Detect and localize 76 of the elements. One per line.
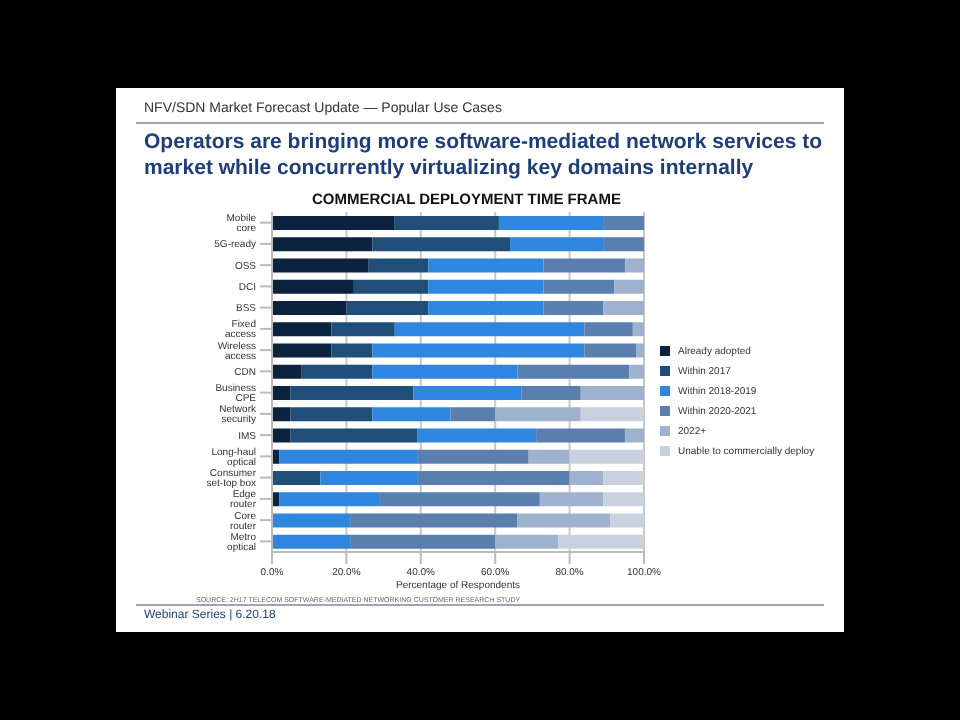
bar xyxy=(629,364,644,379)
bar xyxy=(614,279,644,294)
bar xyxy=(368,258,429,273)
bar xyxy=(603,237,644,252)
bar xyxy=(394,216,499,230)
bar xyxy=(603,471,644,485)
bar xyxy=(272,407,291,422)
bar xyxy=(350,513,518,528)
bar xyxy=(569,449,644,464)
bar xyxy=(272,258,369,273)
bar xyxy=(539,492,604,507)
bar xyxy=(290,386,414,400)
bar xyxy=(353,279,429,294)
bar xyxy=(372,407,451,422)
bar xyxy=(603,492,644,507)
bar xyxy=(569,471,604,485)
bar xyxy=(346,301,429,315)
bar xyxy=(625,258,644,273)
bar xyxy=(450,407,496,422)
bar xyxy=(603,301,644,315)
bar xyxy=(331,343,373,358)
bar xyxy=(584,343,637,358)
bar xyxy=(428,258,544,273)
bar xyxy=(632,322,644,337)
bar xyxy=(558,534,644,549)
bar xyxy=(495,407,581,422)
bar xyxy=(301,364,373,379)
bar xyxy=(279,449,418,464)
bar xyxy=(543,258,626,273)
bar xyxy=(272,534,351,549)
bar xyxy=(350,534,496,549)
bar xyxy=(428,301,544,315)
bar xyxy=(272,216,395,230)
bar xyxy=(495,534,559,549)
bar xyxy=(510,237,604,252)
bar xyxy=(290,428,418,443)
bar xyxy=(417,471,570,485)
bar xyxy=(372,364,518,379)
bar xyxy=(536,428,626,443)
bar xyxy=(272,237,373,252)
bar xyxy=(636,343,644,358)
bar xyxy=(272,364,302,379)
bar xyxy=(331,322,395,337)
bar xyxy=(272,301,347,315)
bar xyxy=(517,513,611,528)
bar xyxy=(610,513,644,528)
bar xyxy=(372,237,511,252)
bar xyxy=(272,279,354,294)
bar xyxy=(413,386,522,400)
bar xyxy=(394,322,585,337)
bar xyxy=(290,407,373,422)
bar xyxy=(521,386,581,400)
bar xyxy=(272,428,291,443)
bar xyxy=(625,428,644,443)
bar xyxy=(428,279,544,294)
bar xyxy=(279,492,380,507)
bar xyxy=(372,343,585,358)
bar xyxy=(543,301,604,315)
bar xyxy=(272,386,291,400)
bar xyxy=(543,279,615,294)
bar xyxy=(580,386,644,400)
bar xyxy=(498,216,604,230)
bar xyxy=(417,449,529,464)
bar xyxy=(272,471,321,485)
bar xyxy=(272,513,351,528)
bar xyxy=(272,322,332,337)
bar xyxy=(603,216,644,230)
bar xyxy=(528,449,570,464)
bar xyxy=(379,492,540,507)
bar xyxy=(417,428,537,443)
bar xyxy=(580,407,644,422)
bar xyxy=(584,322,633,337)
text: Operators are bringing more software-mediated network services to market while concurrently virtualizing key domains internally xyxy=(144,130,824,182)
bar xyxy=(517,364,630,379)
bar xyxy=(272,343,332,358)
bar xyxy=(320,471,418,485)
